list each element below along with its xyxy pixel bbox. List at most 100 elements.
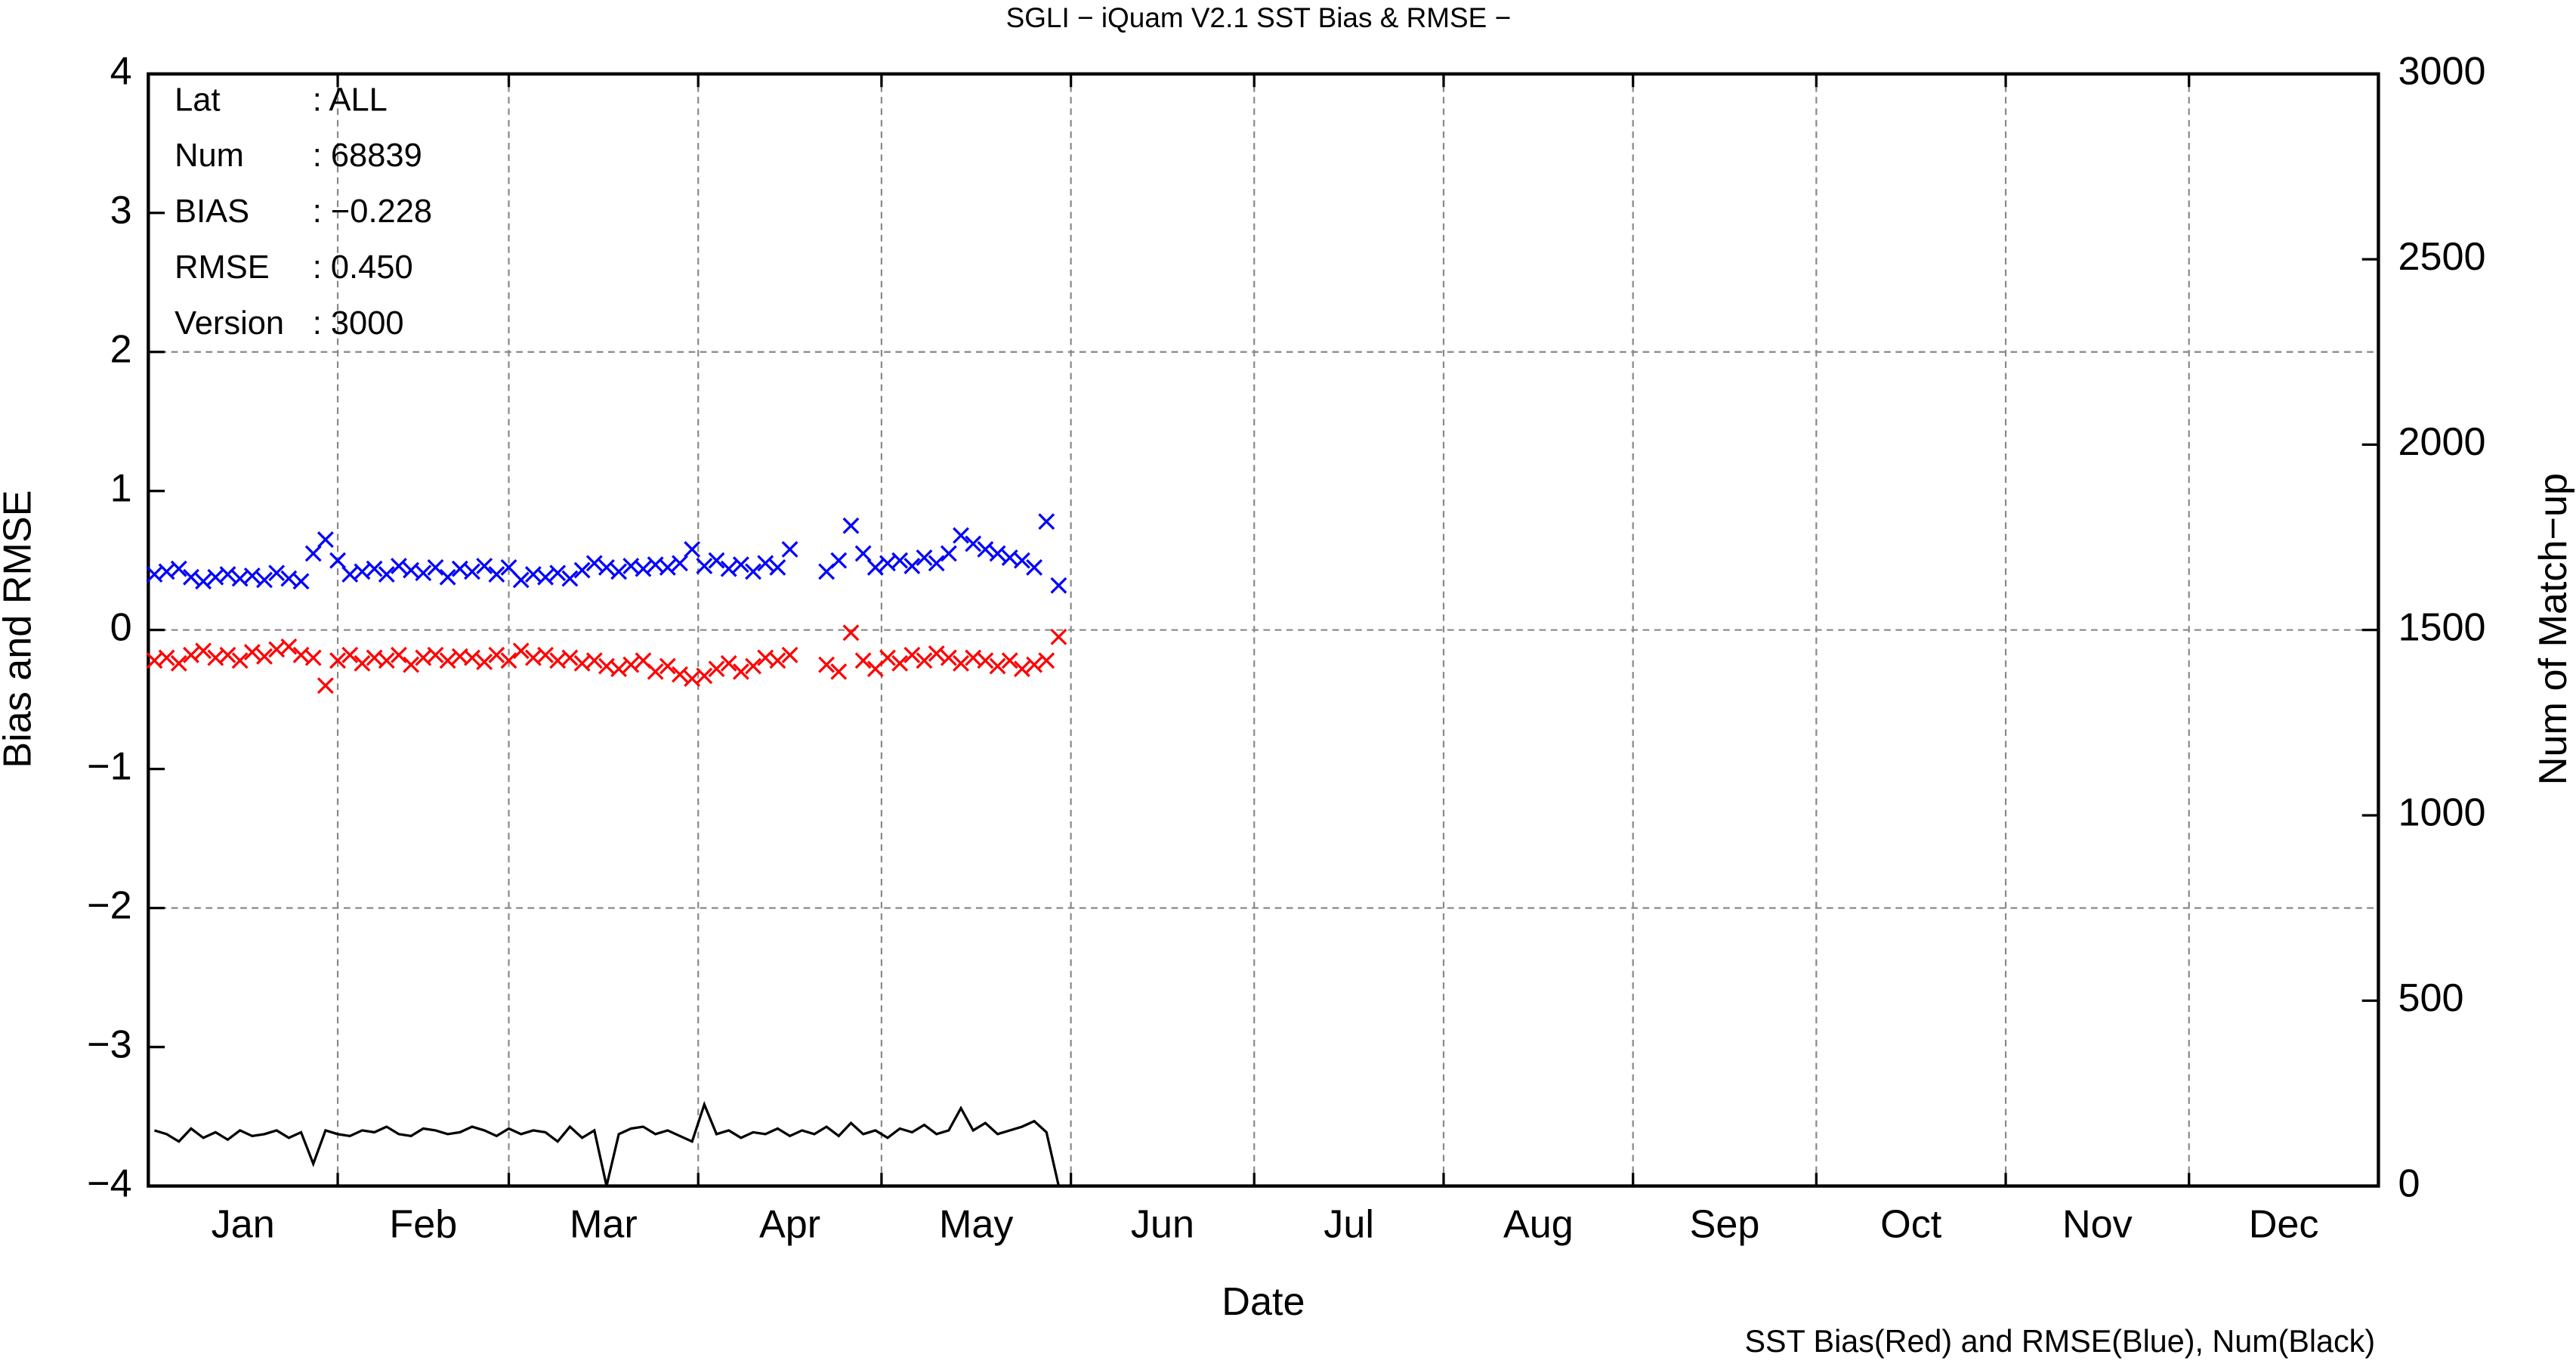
stat-value: : 68839 xyxy=(313,138,422,174)
cross-marker xyxy=(158,649,175,666)
cross-marker xyxy=(219,566,236,583)
cross-marker xyxy=(524,566,542,583)
stat-label: Version xyxy=(175,305,284,342)
cross-marker xyxy=(659,558,676,576)
y-tick-label: 2 xyxy=(110,328,132,372)
cross-marker xyxy=(427,558,444,576)
cross-marker xyxy=(573,654,591,672)
cross-marker xyxy=(781,541,798,558)
cross-marker xyxy=(585,652,603,670)
cross-marker xyxy=(769,558,786,576)
cross-marker xyxy=(304,649,322,666)
cross-marker xyxy=(354,563,371,580)
cross-marker xyxy=(170,654,187,672)
cross-marker xyxy=(366,560,383,577)
x-tick-label: May xyxy=(939,1203,1014,1247)
plot-frame xyxy=(147,72,2380,1188)
cross-marker xyxy=(622,656,640,673)
y-axis-label: Bias and RMSE xyxy=(0,490,40,768)
cross-marker xyxy=(170,560,187,577)
x-tick-label: Aug xyxy=(1503,1203,1574,1247)
x-tick-label: Mar xyxy=(570,1203,638,1247)
cross-marker xyxy=(1013,552,1030,569)
cross-marker xyxy=(916,652,933,670)
y-tick-label: −2 xyxy=(87,883,131,927)
x-tick-label: Feb xyxy=(389,1203,457,1247)
cross-marker xyxy=(1050,628,1067,645)
x-tick-label: Oct xyxy=(1880,1203,1942,1247)
cross-marker xyxy=(830,552,848,569)
cross-marker xyxy=(207,649,224,666)
cross-marker xyxy=(977,652,994,670)
cross-marker xyxy=(854,545,872,562)
cross-marker xyxy=(524,649,542,666)
cross-marker xyxy=(537,646,554,663)
y-tick-label: 0 xyxy=(110,605,132,649)
cross-marker xyxy=(268,564,286,582)
cross-marker xyxy=(243,567,261,584)
cross-marker xyxy=(708,552,725,569)
x-tick-label: Jul xyxy=(1324,1203,1374,1247)
stat-label: BIAS xyxy=(175,193,249,230)
cross-marker xyxy=(403,561,420,579)
cross-marker xyxy=(879,649,896,666)
cross-marker xyxy=(391,646,407,663)
cross-marker xyxy=(1001,652,1018,670)
cross-marker xyxy=(304,545,322,562)
stat-value: : 3000 xyxy=(313,305,404,342)
cross-marker xyxy=(989,545,1006,562)
cross-marker xyxy=(183,568,199,586)
cross-marker xyxy=(329,652,347,670)
cross-marker xyxy=(439,568,456,586)
cross-marker xyxy=(610,660,628,678)
cross-marker xyxy=(989,657,1006,675)
cross-marker xyxy=(378,652,395,670)
cross-marker xyxy=(280,638,298,655)
cross-marker xyxy=(476,558,493,574)
cross-marker xyxy=(854,652,872,670)
x-axis-label: Date xyxy=(1222,1280,1305,1324)
y2-tick-label: 0 xyxy=(2398,1161,2420,1205)
cross-marker xyxy=(243,644,261,661)
cross-marker xyxy=(1038,652,1055,670)
y-tick-label: −1 xyxy=(87,744,131,788)
cross-marker xyxy=(500,558,517,576)
chart-title: SGLI − iQuam V2.1 SST Bias & RMSE − xyxy=(1006,2,1512,33)
cross-marker xyxy=(341,566,359,583)
cross-marker xyxy=(866,558,884,576)
cross-marker xyxy=(1026,656,1043,673)
cross-marker xyxy=(769,652,786,670)
cross-marker xyxy=(732,556,749,574)
y2-axis-label: Num of Match−up xyxy=(2531,473,2575,785)
cross-marker xyxy=(317,677,334,694)
cross-marker xyxy=(439,652,456,670)
cross-marker xyxy=(610,563,628,580)
cross-marker xyxy=(280,570,298,587)
cross-marker xyxy=(842,517,860,534)
cross-marker xyxy=(928,645,945,662)
cross-marker xyxy=(292,573,310,590)
cross-marker xyxy=(1001,549,1018,566)
cross-marker xyxy=(415,649,432,666)
y2-tick-label: 1000 xyxy=(2398,791,2486,835)
cross-marker xyxy=(659,657,676,675)
cross-marker xyxy=(720,654,737,672)
cross-marker xyxy=(781,646,798,663)
cross-marker xyxy=(891,552,909,569)
cross-marker xyxy=(830,663,848,680)
cross-marker xyxy=(684,541,701,558)
cross-marker xyxy=(1013,660,1030,678)
cross-marker xyxy=(256,648,273,665)
cross-marker xyxy=(292,646,310,663)
cross-marker xyxy=(585,555,603,572)
cross-marker xyxy=(256,571,273,589)
stat-label: RMSE xyxy=(175,249,270,286)
x-tick-label: Dec xyxy=(2249,1203,2319,1247)
cross-marker xyxy=(647,663,664,680)
cross-marker xyxy=(598,657,615,675)
y-tick-label: −3 xyxy=(87,1022,131,1066)
cross-marker xyxy=(464,649,480,666)
cross-marker xyxy=(146,652,163,670)
